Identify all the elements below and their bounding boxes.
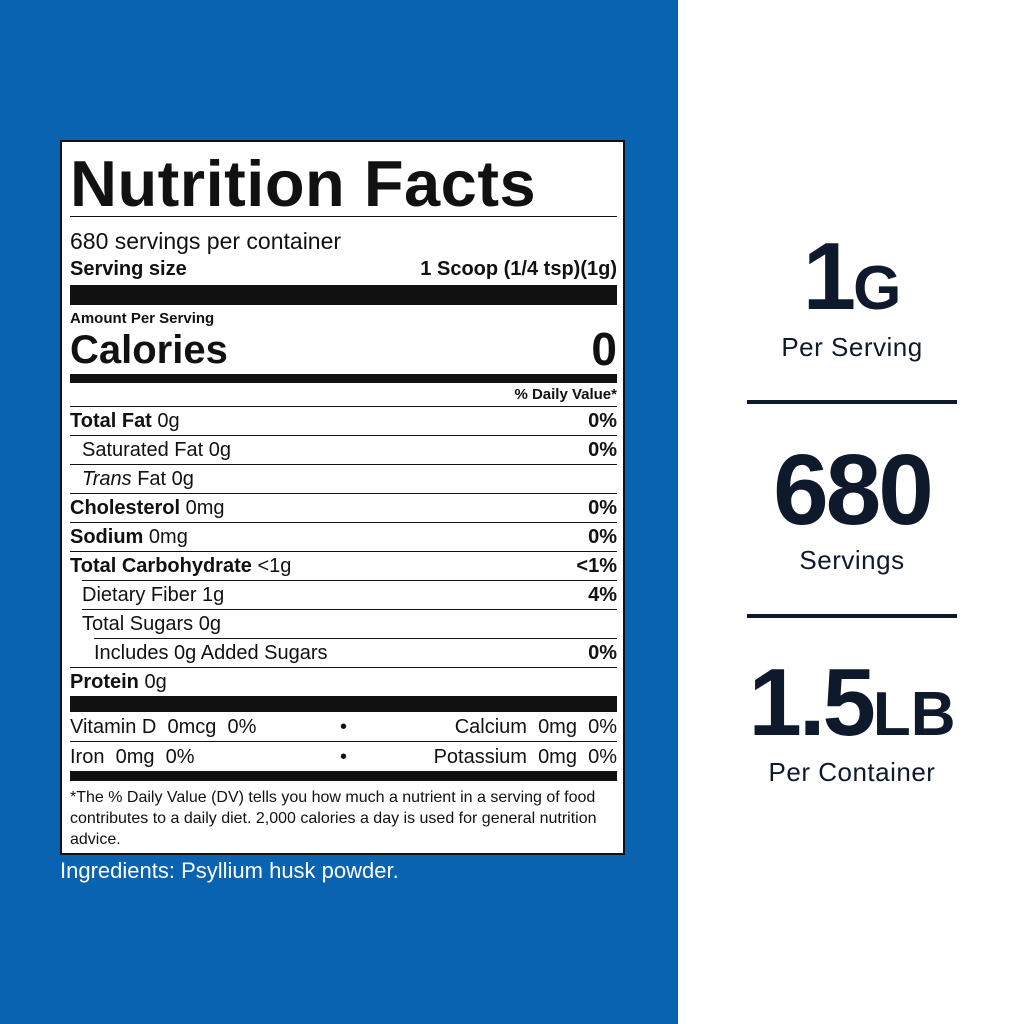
nutrient-dv: 0% xyxy=(588,410,617,432)
rule xyxy=(70,216,617,217)
micro-amount: 0mg xyxy=(115,746,155,768)
micro-right: Calcium 0mg 0% xyxy=(455,713,617,741)
nutrient-name: Dietary Fiber xyxy=(82,584,197,606)
nutrient-row: Cholesterol 0mg 0% xyxy=(70,493,617,522)
nutrient-dv: <1% xyxy=(576,555,617,577)
bullet: • xyxy=(340,716,348,738)
nutrient-name: Includes 0g Added Sugars xyxy=(94,642,328,664)
daily-value-header: % Daily Value* xyxy=(514,386,617,403)
nutrient-dv: 0% xyxy=(588,642,617,664)
nutrient-amount: 1g xyxy=(202,584,225,606)
calories-label: Calories xyxy=(70,328,228,372)
separator xyxy=(747,400,957,404)
serving-size-label: Serving size xyxy=(70,258,187,280)
label-title: Nutrition Facts xyxy=(70,147,537,220)
thick-rule xyxy=(70,285,617,305)
nutrient-name: Cholesterol xyxy=(70,497,181,519)
nutrient-amount: 0g xyxy=(171,468,194,490)
micro-name: Potassium xyxy=(433,746,527,768)
stat-number: 680 xyxy=(773,434,934,546)
micro-amount: 0mg xyxy=(538,746,577,768)
stat-value: 1.5LB xyxy=(680,648,1024,770)
nutrient-name: Fat xyxy=(137,468,167,490)
micro-dv: 0% xyxy=(165,746,195,768)
micro-name: Vitamin D xyxy=(70,716,157,738)
micro-amount: 0mcg xyxy=(167,716,217,738)
ingredients: Ingredients: Psyllium husk powder. xyxy=(60,858,399,883)
stat-unit: LB xyxy=(872,680,956,749)
micro-name: Calcium xyxy=(454,716,527,738)
nutrient-name: Total Carbohydrate xyxy=(70,555,252,577)
nutrient-name: Total Fat xyxy=(70,410,152,432)
servings-per-container: 680 servings per container xyxy=(70,228,342,254)
nutrient-dv: 0% xyxy=(588,439,617,461)
amount-per-serving: Amount Per Serving xyxy=(70,310,215,327)
nutrient-dv: 0% xyxy=(588,497,617,519)
nutrient-amount: 0g xyxy=(198,613,221,635)
nutrient-amount: 0mg xyxy=(148,526,188,548)
footnote: *The % Daily Value (DV) tells you how mu… xyxy=(70,789,597,848)
nutrient-name: Sodium xyxy=(70,526,144,548)
calories-value: 0 xyxy=(591,323,617,375)
rule xyxy=(70,741,617,742)
nutrient-row: Total Carbohydrate <1g <1% xyxy=(70,551,617,580)
bullet: • xyxy=(340,746,348,768)
stat-unit: G xyxy=(853,254,902,323)
nutrient-name: Protein xyxy=(70,671,139,693)
nutrient-row: Trans Fat 0g xyxy=(70,464,617,493)
nutrient-amount: 0g xyxy=(144,671,167,693)
stat-value: 1G xyxy=(680,222,1024,344)
stat-caption: Servings xyxy=(799,545,905,575)
nutrient-amount: 0mg xyxy=(185,497,225,519)
micro-right: Potassium 0mg 0% xyxy=(434,743,617,771)
nutrient-row: Total Sugars 0g xyxy=(82,609,617,638)
micro-amount: 0mg xyxy=(538,716,577,738)
stat-value: 680 xyxy=(680,434,1024,546)
nutrient-amount: 0g xyxy=(157,410,180,432)
micro-dv: 0% xyxy=(588,746,617,768)
nutrient-row: Includes 0g Added Sugars 0% xyxy=(94,638,617,667)
nutrient-row: Sodium 0mg 0% xyxy=(70,522,617,551)
nutrient-dv: 4% xyxy=(588,584,617,606)
nutrition-label: Nutrition Facts 680 servings per contain… xyxy=(60,140,625,855)
micronutrient-row: Vitamin D 0mcg 0% • Calcium 0mg 0% xyxy=(70,713,617,741)
nutrient-row: Dietary Fiber 1g 4% xyxy=(82,580,617,609)
thick-rule xyxy=(70,696,617,712)
nutrient-name: Saturated Fat xyxy=(82,439,204,461)
stat-number: 1.5 xyxy=(748,649,875,756)
nutrient-dv: 0% xyxy=(588,526,617,548)
medium-rule xyxy=(70,771,617,781)
nutrient-row: Protein 0g xyxy=(70,667,617,696)
stat-caption: Per Container xyxy=(768,757,936,787)
micro-dv: 0% xyxy=(227,716,257,738)
stat-number: 1 xyxy=(802,223,856,330)
nutrient-amount: 0g xyxy=(208,439,231,461)
nutrient-amount: <1g xyxy=(257,555,292,577)
stat-caption: Per Serving xyxy=(781,332,923,362)
nutrient-row: Total Fat 0g 0% xyxy=(70,406,617,435)
nutrient-name: Total Sugars xyxy=(82,613,194,635)
medium-rule xyxy=(70,374,617,383)
micro-dv: 0% xyxy=(588,716,617,738)
micro-name: Iron xyxy=(70,746,105,768)
micronutrient-row: Iron 0mg 0% • Potassium 0mg 0% xyxy=(70,743,617,771)
serving-size-value: 1 Scoop (1/4 tsp)(1g) xyxy=(420,258,617,280)
separator xyxy=(747,614,957,618)
nutrient-row: Saturated Fat 0g 0% xyxy=(70,435,617,464)
nutrient-name-italic: Trans xyxy=(82,468,132,490)
